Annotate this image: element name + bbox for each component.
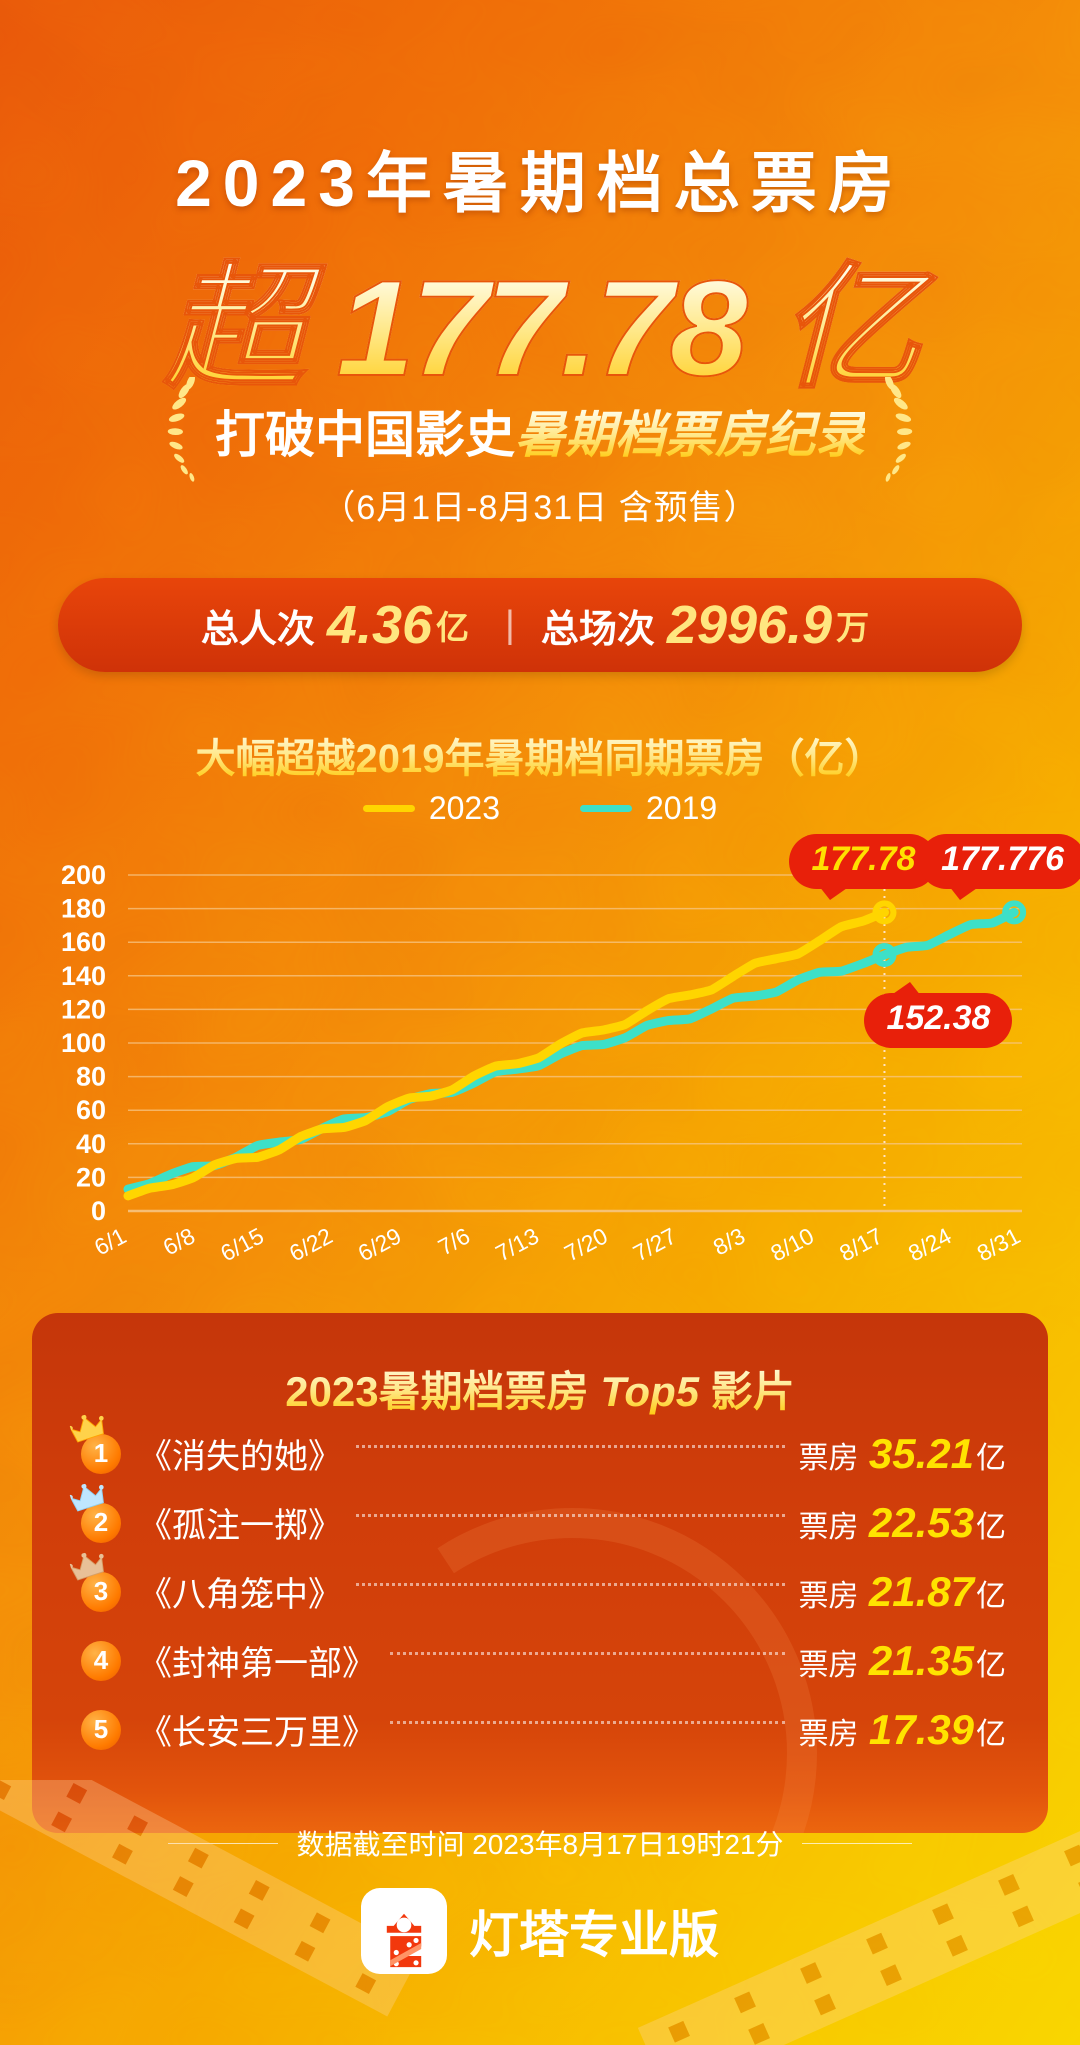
svg-text:8/3: 8/3 [709,1222,749,1260]
svg-text:6/29: 6/29 [354,1222,406,1266]
svg-text:120: 120 [61,994,106,1024]
svg-text:6/22: 6/22 [285,1222,337,1266]
svg-text:180: 180 [61,894,106,924]
svg-text:8/10: 8/10 [766,1222,818,1266]
svg-text:7/13: 7/13 [491,1222,543,1266]
svg-text:60: 60 [76,1095,106,1125]
svg-text:200: 200 [61,860,106,890]
svg-text:8/24: 8/24 [904,1222,956,1266]
svg-text:6/15: 6/15 [216,1222,268,1266]
svg-text:6/1: 6/1 [90,1222,130,1260]
svg-text:160: 160 [61,927,106,957]
svg-text:7/6: 7/6 [434,1222,474,1260]
svg-text:8/17: 8/17 [835,1222,887,1266]
svg-text:6/8: 6/8 [159,1222,199,1260]
svg-text:80: 80 [76,1062,106,1092]
svg-text:20: 20 [76,1162,106,1192]
svg-text:7/20: 7/20 [560,1222,612,1266]
svg-text:100: 100 [61,1028,106,1058]
svg-text:7/27: 7/27 [629,1222,681,1266]
svg-text:0: 0 [91,1196,106,1226]
svg-text:140: 140 [61,961,106,991]
svg-text:8/31: 8/31 [973,1222,1025,1266]
svg-text:40: 40 [76,1129,106,1159]
